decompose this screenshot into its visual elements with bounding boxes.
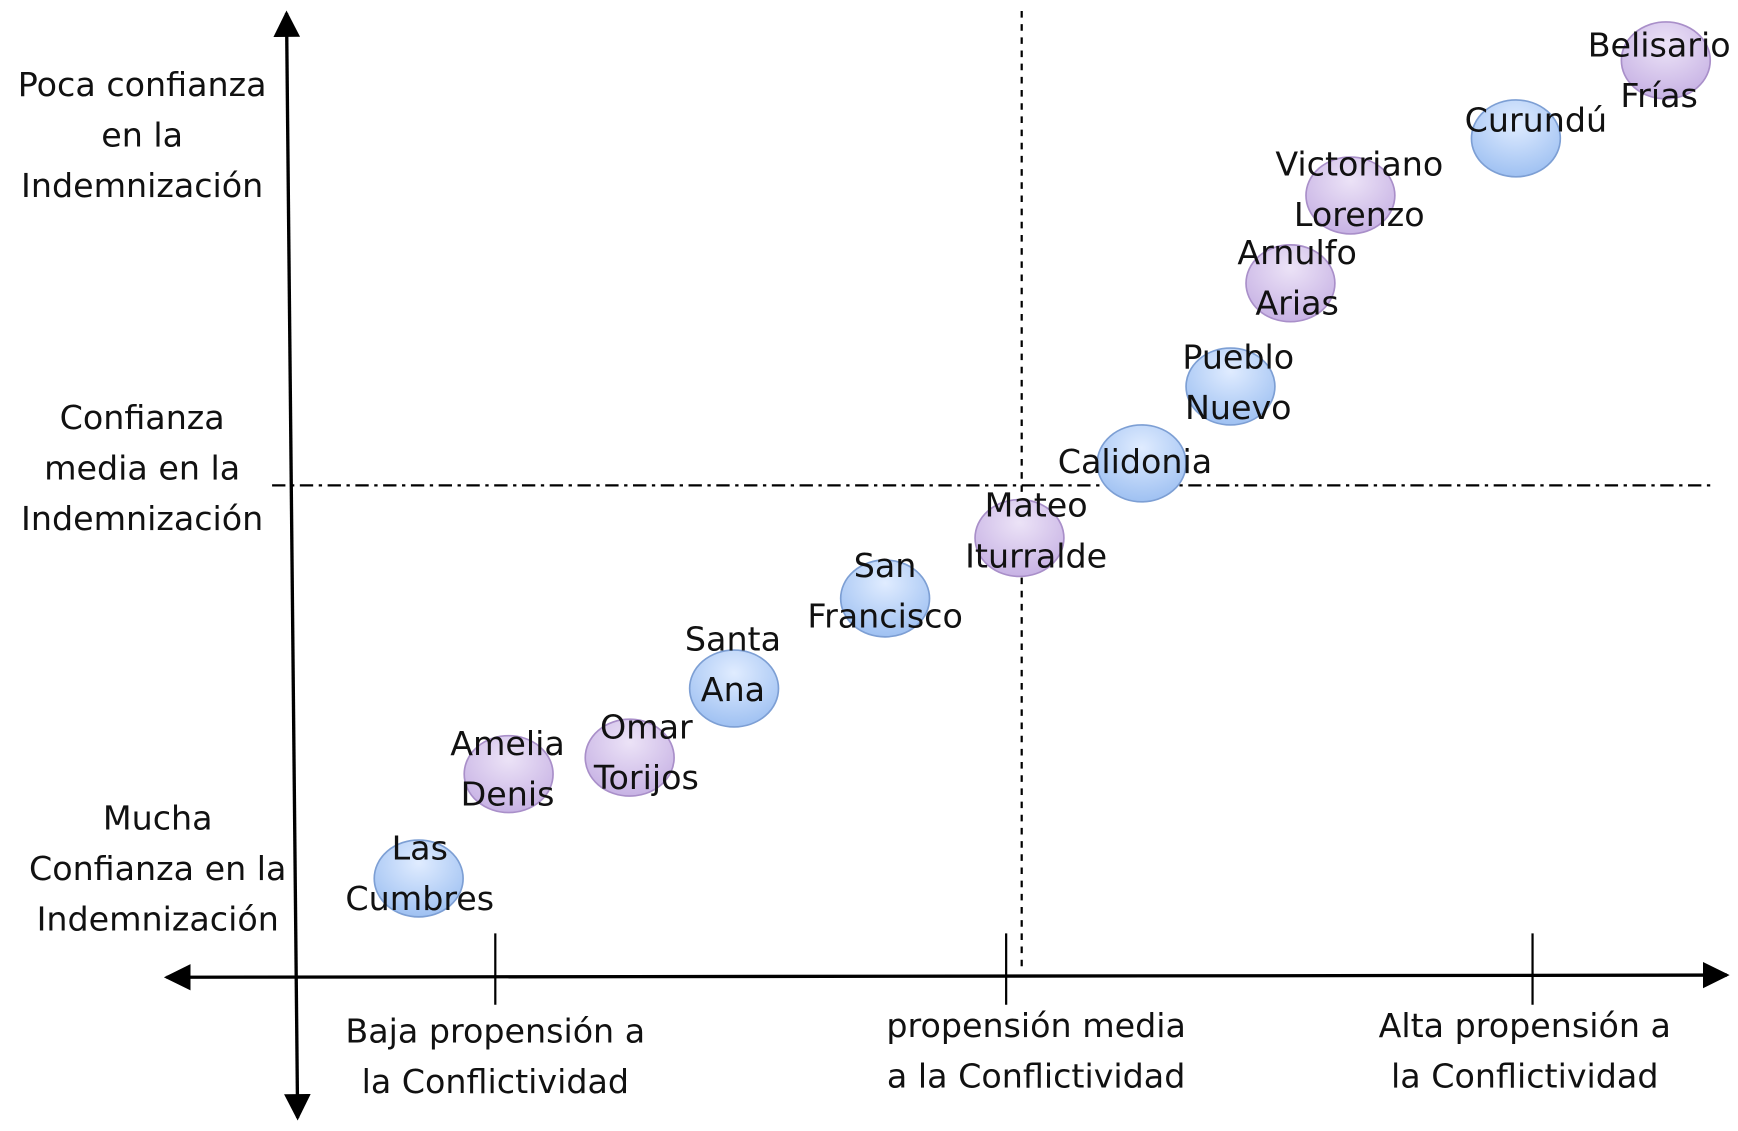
x-axis-label: la Conflictividad bbox=[1391, 1057, 1658, 1096]
node-label: Frías bbox=[1620, 76, 1697, 115]
node-bubble bbox=[974, 498, 1065, 578]
node-bubble bbox=[1470, 99, 1562, 178]
node-bubble bbox=[463, 734, 554, 814]
y-axis-label: Indemnización bbox=[37, 900, 279, 939]
node-bubble bbox=[373, 839, 464, 918]
node-label: Torijos bbox=[593, 758, 699, 797]
x-axis-label: propensión media bbox=[886, 1006, 1186, 1045]
node-label: Las bbox=[392, 829, 448, 868]
node-label: Mateo bbox=[985, 486, 1088, 525]
node-label: San bbox=[854, 546, 917, 585]
y-axis-label: Confianza bbox=[60, 398, 225, 437]
node-label: Pueblo bbox=[1182, 338, 1294, 377]
node-label: Denis bbox=[461, 775, 555, 814]
node-bubble bbox=[1245, 244, 1336, 323]
node-label: Cumbres bbox=[345, 879, 494, 918]
x-axis bbox=[163, 961, 1730, 991]
y-axis-label: Confianza en la bbox=[29, 849, 287, 888]
node-label: Iturralde bbox=[965, 536, 1107, 575]
x-axis-label: Baja propensión a bbox=[345, 1012, 645, 1051]
y-axis-label: Mucha bbox=[103, 799, 213, 838]
node-label: Nuevo bbox=[1185, 388, 1292, 427]
node-bubble bbox=[1620, 21, 1712, 100]
x-axis-label: a la Conflictividad bbox=[887, 1057, 1185, 1096]
x-axis-label: la Conflictividad bbox=[362, 1062, 629, 1101]
y-axis-label: en la bbox=[101, 116, 183, 155]
y-axis-label: Indemnización bbox=[21, 166, 263, 205]
node-label: Amelia bbox=[450, 724, 565, 763]
y-axis-label: Indemnización bbox=[21, 499, 263, 538]
node-label: Victoriano bbox=[1275, 144, 1443, 183]
node-label: Curundú bbox=[1465, 101, 1607, 140]
node-label: Lorenzo bbox=[1294, 195, 1425, 234]
node-bubble bbox=[839, 559, 931, 638]
node-bubble bbox=[1185, 347, 1276, 426]
node-label: Arias bbox=[1255, 284, 1338, 323]
y-axis-label: Poca confianza bbox=[18, 65, 267, 104]
node-label: Arnulfo bbox=[1237, 233, 1356, 272]
y-axis bbox=[273, 10, 311, 1121]
node-label: Ana bbox=[701, 670, 765, 709]
node-bubble bbox=[1305, 156, 1396, 235]
node-label: Francisco bbox=[807, 597, 963, 636]
node-label: Omar bbox=[600, 708, 693, 747]
node-label: Calidonia bbox=[1058, 442, 1212, 481]
node-bubble bbox=[1096, 424, 1187, 503]
node-label: Belisario bbox=[1588, 26, 1731, 65]
node-bubble bbox=[584, 718, 675, 797]
x-axis-label: Alta propensión a bbox=[1379, 1006, 1671, 1045]
node-bubble bbox=[688, 649, 780, 728]
node-label: Santa bbox=[685, 620, 781, 659]
y-axis-label: media en la bbox=[44, 449, 240, 488]
